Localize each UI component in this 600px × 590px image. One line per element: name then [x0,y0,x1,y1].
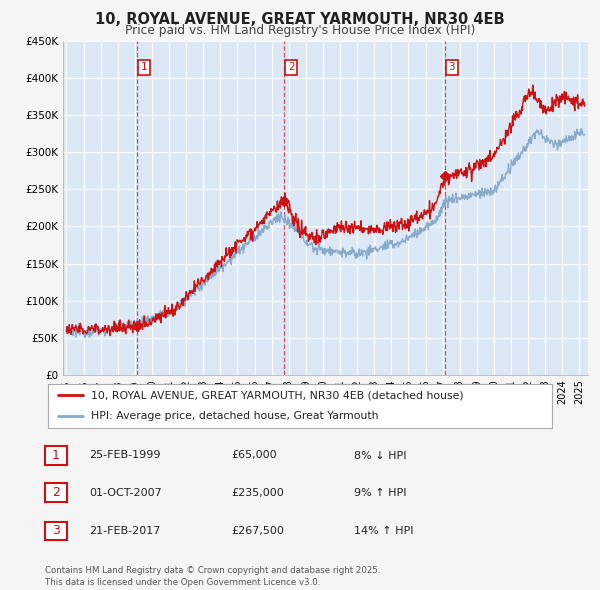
Text: 1: 1 [141,62,148,72]
Text: £65,000: £65,000 [231,451,277,460]
Text: 3: 3 [52,525,60,537]
Text: 1: 1 [52,449,60,462]
Text: 25-FEB-1999: 25-FEB-1999 [89,451,160,460]
Text: 9% ↑ HPI: 9% ↑ HPI [354,488,407,497]
Text: Contains HM Land Registry data © Crown copyright and database right 2025.
This d: Contains HM Land Registry data © Crown c… [45,566,380,587]
Text: HPI: Average price, detached house, Great Yarmouth: HPI: Average price, detached house, Grea… [91,411,379,421]
Text: Price paid vs. HM Land Registry's House Price Index (HPI): Price paid vs. HM Land Registry's House … [125,24,475,37]
Text: 01-OCT-2007: 01-OCT-2007 [89,488,161,497]
Text: 21-FEB-2017: 21-FEB-2017 [89,526,160,536]
Text: £267,500: £267,500 [231,526,284,536]
Text: 2: 2 [288,62,295,72]
Text: 8% ↓ HPI: 8% ↓ HPI [354,451,407,460]
Text: 2: 2 [52,486,60,499]
Text: £235,000: £235,000 [231,488,284,497]
Text: 10, ROYAL AVENUE, GREAT YARMOUTH, NR30 4EB (detached house): 10, ROYAL AVENUE, GREAT YARMOUTH, NR30 4… [91,391,463,401]
Text: 10, ROYAL AVENUE, GREAT YARMOUTH, NR30 4EB: 10, ROYAL AVENUE, GREAT YARMOUTH, NR30 4… [95,12,505,27]
Text: 14% ↑ HPI: 14% ↑ HPI [354,526,413,536]
Text: 3: 3 [448,62,455,72]
